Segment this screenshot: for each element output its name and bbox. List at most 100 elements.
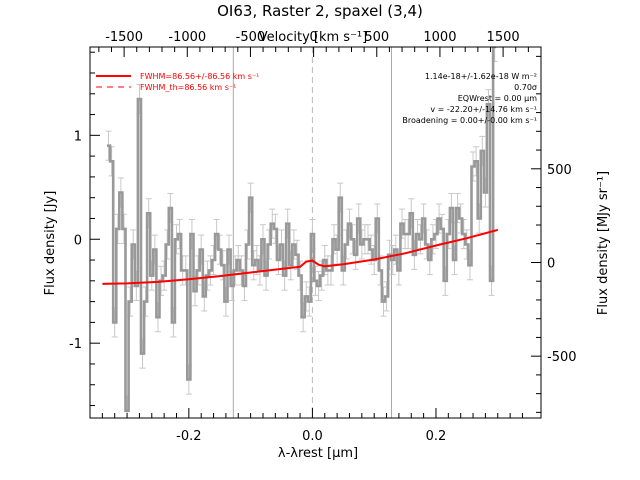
data-point [274,228,276,230]
data-point [290,264,292,266]
annotation-text: 0.70σ [514,83,537,92]
data-point [169,207,171,209]
data-point [355,254,357,256]
data-point [429,259,431,261]
x-axis-label: λ-λrest [μm] [278,446,358,461]
top-tick-label: -1500 [105,30,143,45]
data-point [435,233,437,235]
data-point [197,269,199,272]
data-point [324,259,326,261]
data-point [460,217,462,220]
data-point [200,249,202,251]
data-point [219,249,221,251]
data-point [345,243,347,246]
data-point [314,280,317,282]
data-point [250,197,252,199]
y-tick-label: -1 [69,337,82,352]
data-point [410,212,412,214]
data-point [444,280,446,282]
data-point [120,191,122,194]
right-tick-label: -500 [547,350,577,365]
chart-title: OI63, Raster 2, spaxel (3,4) [217,2,423,20]
data-point [469,264,471,266]
data-point [191,233,193,235]
data-point [182,269,184,272]
data-point [361,243,363,246]
annotation-text: v = -22.20+/-14.76 km s⁻¹ [430,105,537,114]
right-tick-label: 0 [547,256,555,271]
data-point [212,259,215,261]
data-point [364,238,366,240]
data-point [308,301,310,303]
data-point [413,254,415,256]
x-tick-label: -0.2 [176,429,201,444]
data-point [432,238,434,240]
top-tick-label: -500 [236,30,266,45]
data-point [385,295,388,298]
data-point [268,243,270,246]
data-point [194,290,196,292]
data-point [111,160,113,162]
data-point [107,145,110,147]
data-point [117,228,119,230]
y-axis-label: Flux density [Jy] [43,191,58,296]
top-tick-label: 0 [309,30,317,45]
top-tick-label: 1500 [487,30,520,45]
top-tick-label: 1000 [423,30,456,45]
data-point [392,259,394,261]
data-point [132,243,134,246]
data-point [367,238,369,240]
data-point [123,228,125,230]
data-point [342,269,344,272]
data-point [129,301,131,303]
y-tick-label: 1 [74,129,82,144]
data-point [145,301,147,303]
data-point [166,243,168,246]
x-tick-label: 0.2 [426,429,447,444]
data-point [398,269,400,272]
data-point [472,165,474,168]
data-point [228,249,230,251]
data-point [172,321,175,323]
data-point [404,233,406,235]
data-point [327,269,329,272]
data-point [296,254,298,256]
data-point [138,98,141,100]
data-point [333,238,335,240]
data-point [395,249,397,251]
annotation-text: 1.14e-18+/-1.62e-18 W m⁻² [425,72,537,81]
annotations: 1.14e-18+/-1.62e-18 W m⁻² 0.70σ EQWrest = … [402,72,537,125]
data-point [253,264,255,266]
data-point [135,285,137,287]
data-point [154,249,156,251]
data-point [287,223,289,225]
data-point [311,233,314,235]
data-point [348,223,351,225]
data-point [148,212,150,214]
data-point [481,150,483,152]
model-line [102,228,499,285]
top-tick-label: -1000 [168,30,206,45]
data-point [271,223,273,225]
top-tick-label: 500 [364,30,389,45]
top-axis-label: Velocity [km s⁻¹] [259,30,367,45]
data-point [216,233,218,235]
data-point [317,285,320,287]
data-point [419,238,422,240]
right-axis-label: Flux density [MJy sr⁻¹] [596,171,611,315]
data-point [379,269,381,272]
legend: FWHM=86.56+/-86.56 km s⁻¹ FWHM_th=86.56 k… [96,72,259,92]
data-point [438,217,440,220]
data-point [302,316,304,318]
data-point [376,217,378,220]
axes: -0.2 0.0 0.2-1500 -1000 -500 0 500 1000 1500-101… [69,30,576,444]
y-tick-label: 0 [74,233,82,248]
data-point [240,269,242,272]
data-point [453,259,456,261]
data-point [487,103,490,105]
data-point [209,269,212,272]
data-point [151,275,153,277]
data-point [243,285,246,287]
